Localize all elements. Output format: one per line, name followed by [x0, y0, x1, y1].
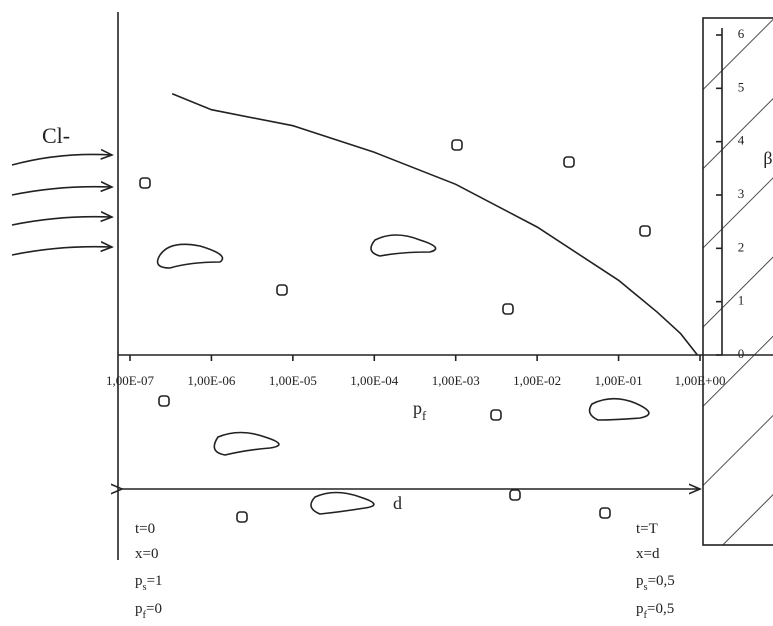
x-tick-label: 1,00E-05: [269, 373, 317, 388]
annotation: ps=0,5: [636, 573, 675, 592]
annotation-subscript: f: [644, 610, 648, 621]
x-tick-label: 1,00E-01: [595, 373, 643, 388]
annotation-text: Cl-: [42, 123, 70, 148]
y-tick-label: 2: [738, 239, 745, 254]
y-axis-label: β: [763, 148, 772, 168]
annotation-text: =0: [146, 601, 162, 617]
y-tick-label: 0: [738, 346, 745, 361]
annotation-text: x=0: [135, 546, 158, 562]
annotation: t=0: [135, 521, 155, 537]
x-tick-label: 1,00E+00: [674, 373, 725, 388]
annotation-symbol: p: [135, 601, 143, 617]
wall: [702, 17, 773, 546]
y-tick-label: 1: [738, 293, 745, 308]
annotation-text: x=d: [636, 546, 660, 562]
annotation: pf=0,5: [636, 601, 674, 620]
annotation-text: t=0: [135, 521, 155, 537]
annotation-subscript: f: [143, 610, 147, 621]
x-axis-label-symbol: p: [413, 398, 422, 418]
annotation-text: t=T: [636, 521, 658, 537]
x-tick-label: 1,00E-04: [350, 373, 399, 388]
annotation: t=T: [636, 521, 658, 537]
annotation-symbol: p: [636, 601, 644, 617]
y-tick-label: 6: [738, 26, 745, 41]
x-axis-label: pf: [413, 398, 427, 423]
annotation: d: [393, 493, 402, 513]
data-line: [171, 92, 699, 356]
annotation: ps=1: [135, 573, 163, 592]
chloride-arrows: [11, 154, 112, 256]
annotation-subscript: s: [143, 582, 147, 593]
annotation: pf=0: [135, 601, 162, 620]
annotation: x=0: [135, 546, 158, 562]
annotation-text: =0,5: [647, 601, 674, 617]
x-tick-label: 1,00E-07: [106, 373, 155, 388]
y-tick-label: 5: [738, 79, 745, 94]
annotation: Cl-: [42, 123, 70, 148]
annotation-text: d: [393, 493, 402, 513]
annotation-symbol: p: [135, 573, 143, 589]
y-tick-label: 3: [738, 186, 745, 201]
x-axis-label-subscript: f: [422, 409, 427, 423]
y-tick-label: 4: [738, 133, 745, 148]
x-tick-label: 1,00E-02: [513, 373, 561, 388]
x-tick-label: 1,00E-06: [187, 373, 236, 388]
annotation-symbol: p: [636, 573, 644, 589]
annotation-subscript: s: [644, 582, 648, 593]
pores: [139, 139, 651, 523]
annotation-text: =1: [147, 573, 163, 589]
x-tick-label: 1,00E-03: [432, 373, 480, 388]
annotation-text: =0,5: [648, 573, 675, 589]
annotation: x=d: [636, 546, 660, 562]
